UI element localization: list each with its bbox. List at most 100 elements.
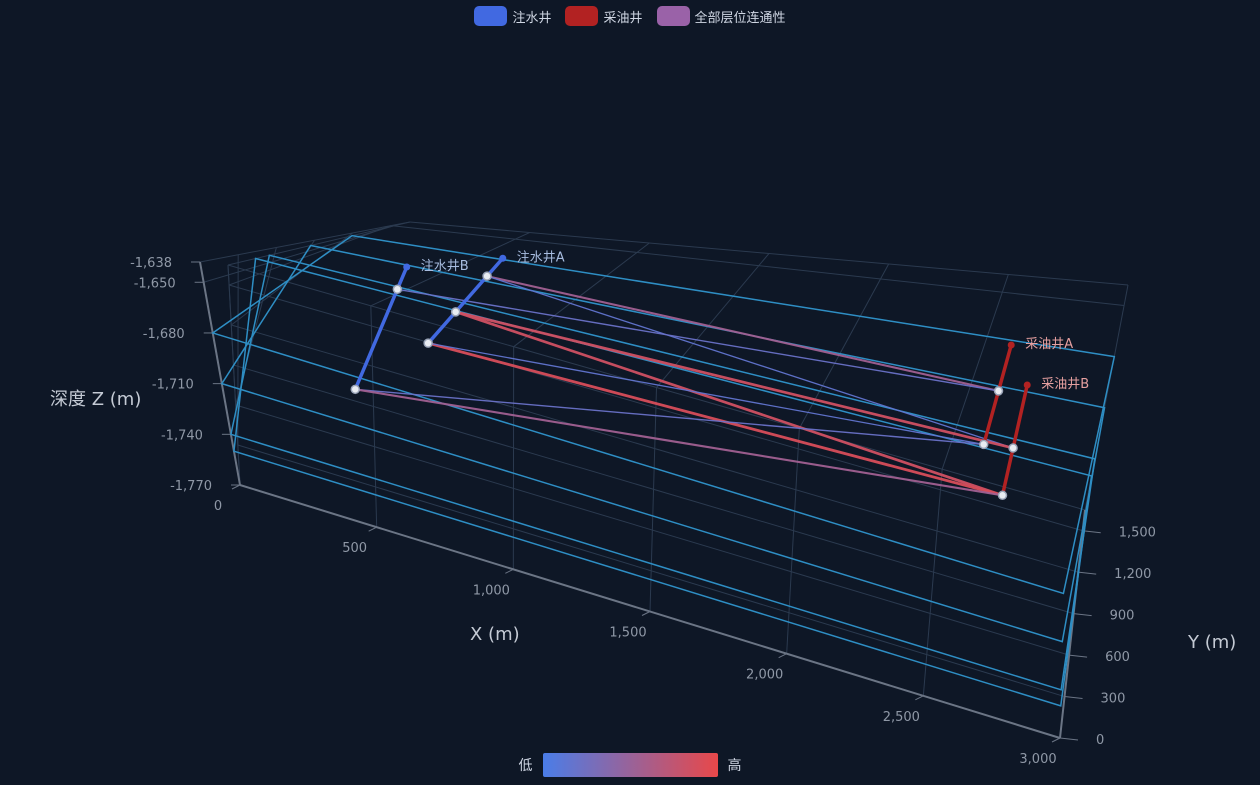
y-axis-tick bbox=[1073, 613, 1092, 617]
layer-point bbox=[423, 338, 433, 348]
grid-line-y bbox=[230, 232, 354, 326]
legend-label-producer: 采油井 bbox=[603, 10, 643, 26]
connection-line bbox=[455, 310, 1003, 497]
x-tick-label: 1,500 bbox=[609, 626, 646, 641]
x-axis-tick bbox=[1051, 737, 1061, 743]
well-line bbox=[426, 257, 505, 345]
x-axis-tick bbox=[778, 653, 787, 659]
grid-line-y bbox=[228, 225, 392, 286]
connection-line bbox=[427, 341, 1003, 497]
y-tick-label: 1,200 bbox=[1114, 567, 1151, 582]
layer-point bbox=[450, 307, 461, 317]
x-tick-label: 1,000 bbox=[473, 583, 510, 598]
grid-line-x bbox=[513, 242, 650, 348]
floor-grid-x bbox=[786, 428, 800, 654]
y-tick-label: 1,500 bbox=[1119, 526, 1156, 541]
y-axis-tick bbox=[1059, 737, 1079, 741]
well-label: 注水井A bbox=[517, 250, 565, 265]
well-label: 注水井B bbox=[421, 259, 469, 274]
floor-grid-y bbox=[237, 444, 1065, 698]
legend-label-injector: 注水井 bbox=[512, 10, 552, 26]
connection-line bbox=[355, 388, 1003, 497]
floor-grid-x bbox=[922, 469, 943, 696]
floor-grid-x bbox=[370, 305, 378, 528]
y-tick-label: 300 bbox=[1101, 692, 1126, 707]
text-labels: 0 500 1,000 1,500 2,000 2,500 3,000 0 300 600 900 1… bbox=[50, 250, 1236, 767]
y-axis-tick bbox=[1069, 654, 1088, 658]
legend-label-connectivity: 全部层位连通性 bbox=[694, 10, 786, 26]
floor-grid-x bbox=[227, 264, 241, 486]
x-axis-title: X (m) bbox=[470, 624, 520, 645]
legend-item-injector[interactable]: 注水井 bbox=[474, 6, 551, 26]
layer-planes bbox=[211, 234, 1116, 707]
x-axis-tick bbox=[231, 484, 241, 490]
x-tick-label: 3,000 bbox=[1019, 752, 1056, 767]
z-tick-label: -1,710 bbox=[152, 378, 194, 393]
y-axis-title: Y (m) bbox=[1187, 632, 1236, 653]
axes bbox=[191, 261, 1101, 743]
legend-swatch-connectivity bbox=[656, 6, 690, 26]
connection-line bbox=[486, 275, 999, 392]
floor-grid-y bbox=[228, 284, 1083, 532]
connection-lines bbox=[355, 275, 1014, 497]
layer-plane bbox=[233, 257, 1093, 707]
well-head-point bbox=[499, 254, 507, 262]
y-axis-tick bbox=[1064, 696, 1083, 700]
layer-point bbox=[993, 386, 1004, 396]
grid-line-x bbox=[227, 221, 411, 266]
floor-grid-y bbox=[231, 324, 1079, 573]
z-tick-label: -1,638 bbox=[130, 256, 172, 271]
z-tick-label: -1,680 bbox=[143, 327, 185, 342]
x-axis-tick bbox=[641, 611, 651, 616]
visual-map-gradient-bar[interactable] bbox=[542, 753, 718, 777]
z-axis-line bbox=[199, 261, 241, 486]
well-head-point bbox=[1007, 341, 1015, 349]
y-tick-label: 0 bbox=[1096, 733, 1104, 748]
connection-line bbox=[486, 275, 1014, 449]
x-axis-tick bbox=[505, 568, 514, 574]
layer-plane bbox=[211, 234, 1116, 595]
grid-line-z-side bbox=[203, 225, 394, 283]
connection-line bbox=[355, 388, 984, 446]
grid-line-x bbox=[941, 274, 1009, 470]
y-axis-tick bbox=[1078, 571, 1097, 575]
layer-point bbox=[392, 284, 403, 295]
legend-item-producer[interactable]: 采油井 bbox=[565, 6, 643, 26]
grid-line-z bbox=[409, 221, 1129, 286]
z-tick-label: -1,740 bbox=[161, 428, 203, 443]
connection-line bbox=[397, 288, 999, 392]
floor-grid-y bbox=[235, 404, 1070, 656]
y-axis-tick bbox=[1082, 530, 1101, 534]
layer-point bbox=[997, 490, 1008, 501]
grid-line-x bbox=[798, 263, 890, 429]
layer-point bbox=[978, 439, 989, 450]
y-axis-line bbox=[1059, 509, 1086, 739]
z-tick-label: -1,650 bbox=[134, 276, 176, 291]
well-label: 采油井A bbox=[1025, 337, 1073, 352]
legend-item-connectivity[interactable]: 全部层位连通性 bbox=[656, 6, 786, 26]
grid-lines bbox=[199, 221, 1129, 739]
x-tick-label: 0 bbox=[214, 499, 222, 514]
connection-line bbox=[455, 310, 1014, 450]
grid-line-z-side bbox=[199, 221, 411, 263]
well-line bbox=[1000, 384, 1029, 496]
visual-map-high-label: 高 bbox=[727, 758, 742, 774]
layer-points bbox=[350, 271, 1018, 501]
x-tick-label: 2,000 bbox=[746, 668, 783, 683]
z-tick-label: -1,770 bbox=[170, 479, 212, 494]
well-head-point bbox=[403, 263, 411, 271]
visual-map-low-label: 低 bbox=[518, 758, 533, 774]
well-label: 采油井B bbox=[1041, 377, 1089, 392]
layer-point bbox=[1008, 443, 1018, 453]
x-axis-tick bbox=[915, 695, 924, 701]
legend-swatch-producer bbox=[565, 6, 599, 26]
connection-line bbox=[428, 342, 984, 446]
z-axis-title: 深度 Z (m) bbox=[50, 389, 141, 410]
layer-plane bbox=[220, 244, 1106, 643]
layer-point bbox=[350, 384, 361, 395]
well-head-point bbox=[1023, 381, 1031, 389]
y-tick-label: 600 bbox=[1105, 650, 1130, 665]
grid-line-z bbox=[393, 225, 1125, 306]
